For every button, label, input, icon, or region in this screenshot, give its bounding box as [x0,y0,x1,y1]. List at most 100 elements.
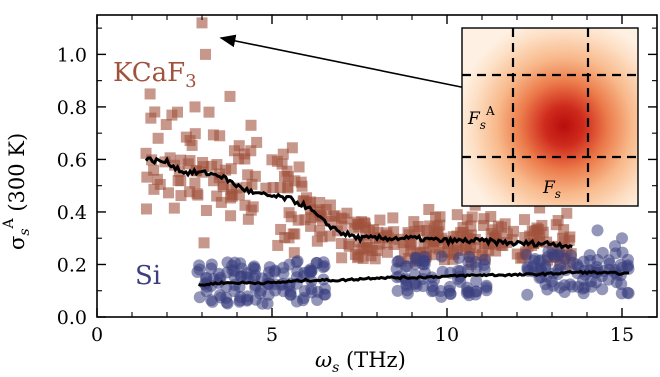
y-tick-label: 1.0 [57,44,87,66]
kcaf3-point [141,171,153,183]
kcaf3-point [266,154,278,166]
kcaf3-point [286,142,298,154]
kcaf3-series-label: KCaF3 [113,58,197,92]
x-tick-label: 10 [435,324,459,346]
si-point [622,287,635,300]
kcaf3-points [140,17,577,270]
kcaf3-point [288,247,300,259]
kcaf3-point [172,106,183,118]
kcaf3-point [145,112,157,124]
si-point [470,274,483,287]
kcaf3-point [457,226,469,238]
kcaf3-point [245,145,257,157]
axis-ticks: 0 5 10 15 0.0 0.2 0.4 0.6 0.8 1.0 [57,15,657,346]
kcaf3-point [242,213,254,225]
kcaf3-point [492,220,504,232]
si-points [191,224,635,310]
si-point [609,240,621,253]
kcaf3-point [343,238,355,250]
kcaf3-point [485,211,497,223]
kcaf3-point [206,160,218,172]
kcaf3-point [508,225,520,237]
kcaf3-point [215,196,227,208]
kcaf3-point [148,164,160,176]
kcaf3-point [320,203,332,215]
si-point [291,255,304,268]
si-point [417,258,430,271]
kcaf3-point [428,223,440,235]
kcaf3-point [381,237,393,249]
y-tick-label: 0.6 [57,149,87,171]
kcaf3-point [233,189,245,201]
x-axis-title: ωs (THz) [315,348,406,376]
kcaf3-point [451,209,463,221]
si-point [616,232,628,245]
kcaf3-point [191,188,203,200]
kcaf3-point [429,249,441,261]
kcaf3-point [162,187,174,199]
kcaf3-point [465,220,477,232]
kcaf3-point [398,244,410,256]
kcaf3-point [200,48,211,60]
kcaf3-point [239,199,251,211]
kcaf3-point [461,214,473,226]
kcaf3-point [246,178,258,190]
kcaf3-point [305,220,317,232]
kcaf3-point [293,161,305,173]
kcaf3-point [172,175,184,187]
kcaf3-point [166,109,178,121]
y-axis-title: σsA (300 K) [1,133,33,250]
kcaf3-point [245,204,257,216]
kcaf3-point [338,213,350,225]
kcaf3-point [239,153,251,165]
kcaf3-point [546,240,558,252]
kcaf3-point [490,245,502,257]
si-point [452,251,465,264]
kcaf3-point [491,230,503,242]
kcaf3-point [324,230,336,242]
kcaf3-point [561,207,573,219]
kcaf3-point [272,239,284,251]
kcaf3-point [335,238,347,250]
kcaf3-point [184,155,196,167]
kcaf3-point [418,238,430,250]
si-point [391,284,404,297]
kcaf3-point [196,17,208,29]
kcaf3-point [175,190,187,202]
si-point [191,266,204,279]
kcaf3-point [526,239,538,251]
kcaf3-point [289,175,301,187]
kcaf3-point [301,192,313,204]
si-point [521,288,534,301]
si-point [591,224,604,237]
kcaf3-point [404,235,416,247]
kcaf3-point [314,225,326,237]
kcaf3-point [203,106,215,118]
kcaf3-point [326,216,338,228]
kcaf3-point [381,230,393,242]
kcaf3-point [405,245,417,257]
kcaf3-point [242,169,254,181]
kcaf3-point [381,246,393,258]
kcaf3-point [282,182,294,194]
si-point [469,285,482,298]
kcaf3-point [217,179,229,191]
x-tick-label: 0 [91,324,103,346]
kcaf3-point [154,178,166,190]
kcaf3-point [144,88,156,100]
kcaf3-point [274,182,286,194]
si-point [435,250,448,263]
si-point [434,284,447,297]
kcaf3-point [402,227,414,239]
kcaf3-point [365,250,377,262]
kcaf3-point [233,153,245,165]
kcaf3-point [341,207,353,219]
si-point [621,253,634,266]
si-point [539,259,552,272]
kcaf3-point [309,209,321,221]
kcaf3-point [314,196,326,208]
si-point [615,278,628,291]
kcaf3-point [441,246,453,258]
kcaf3-point [499,218,511,230]
